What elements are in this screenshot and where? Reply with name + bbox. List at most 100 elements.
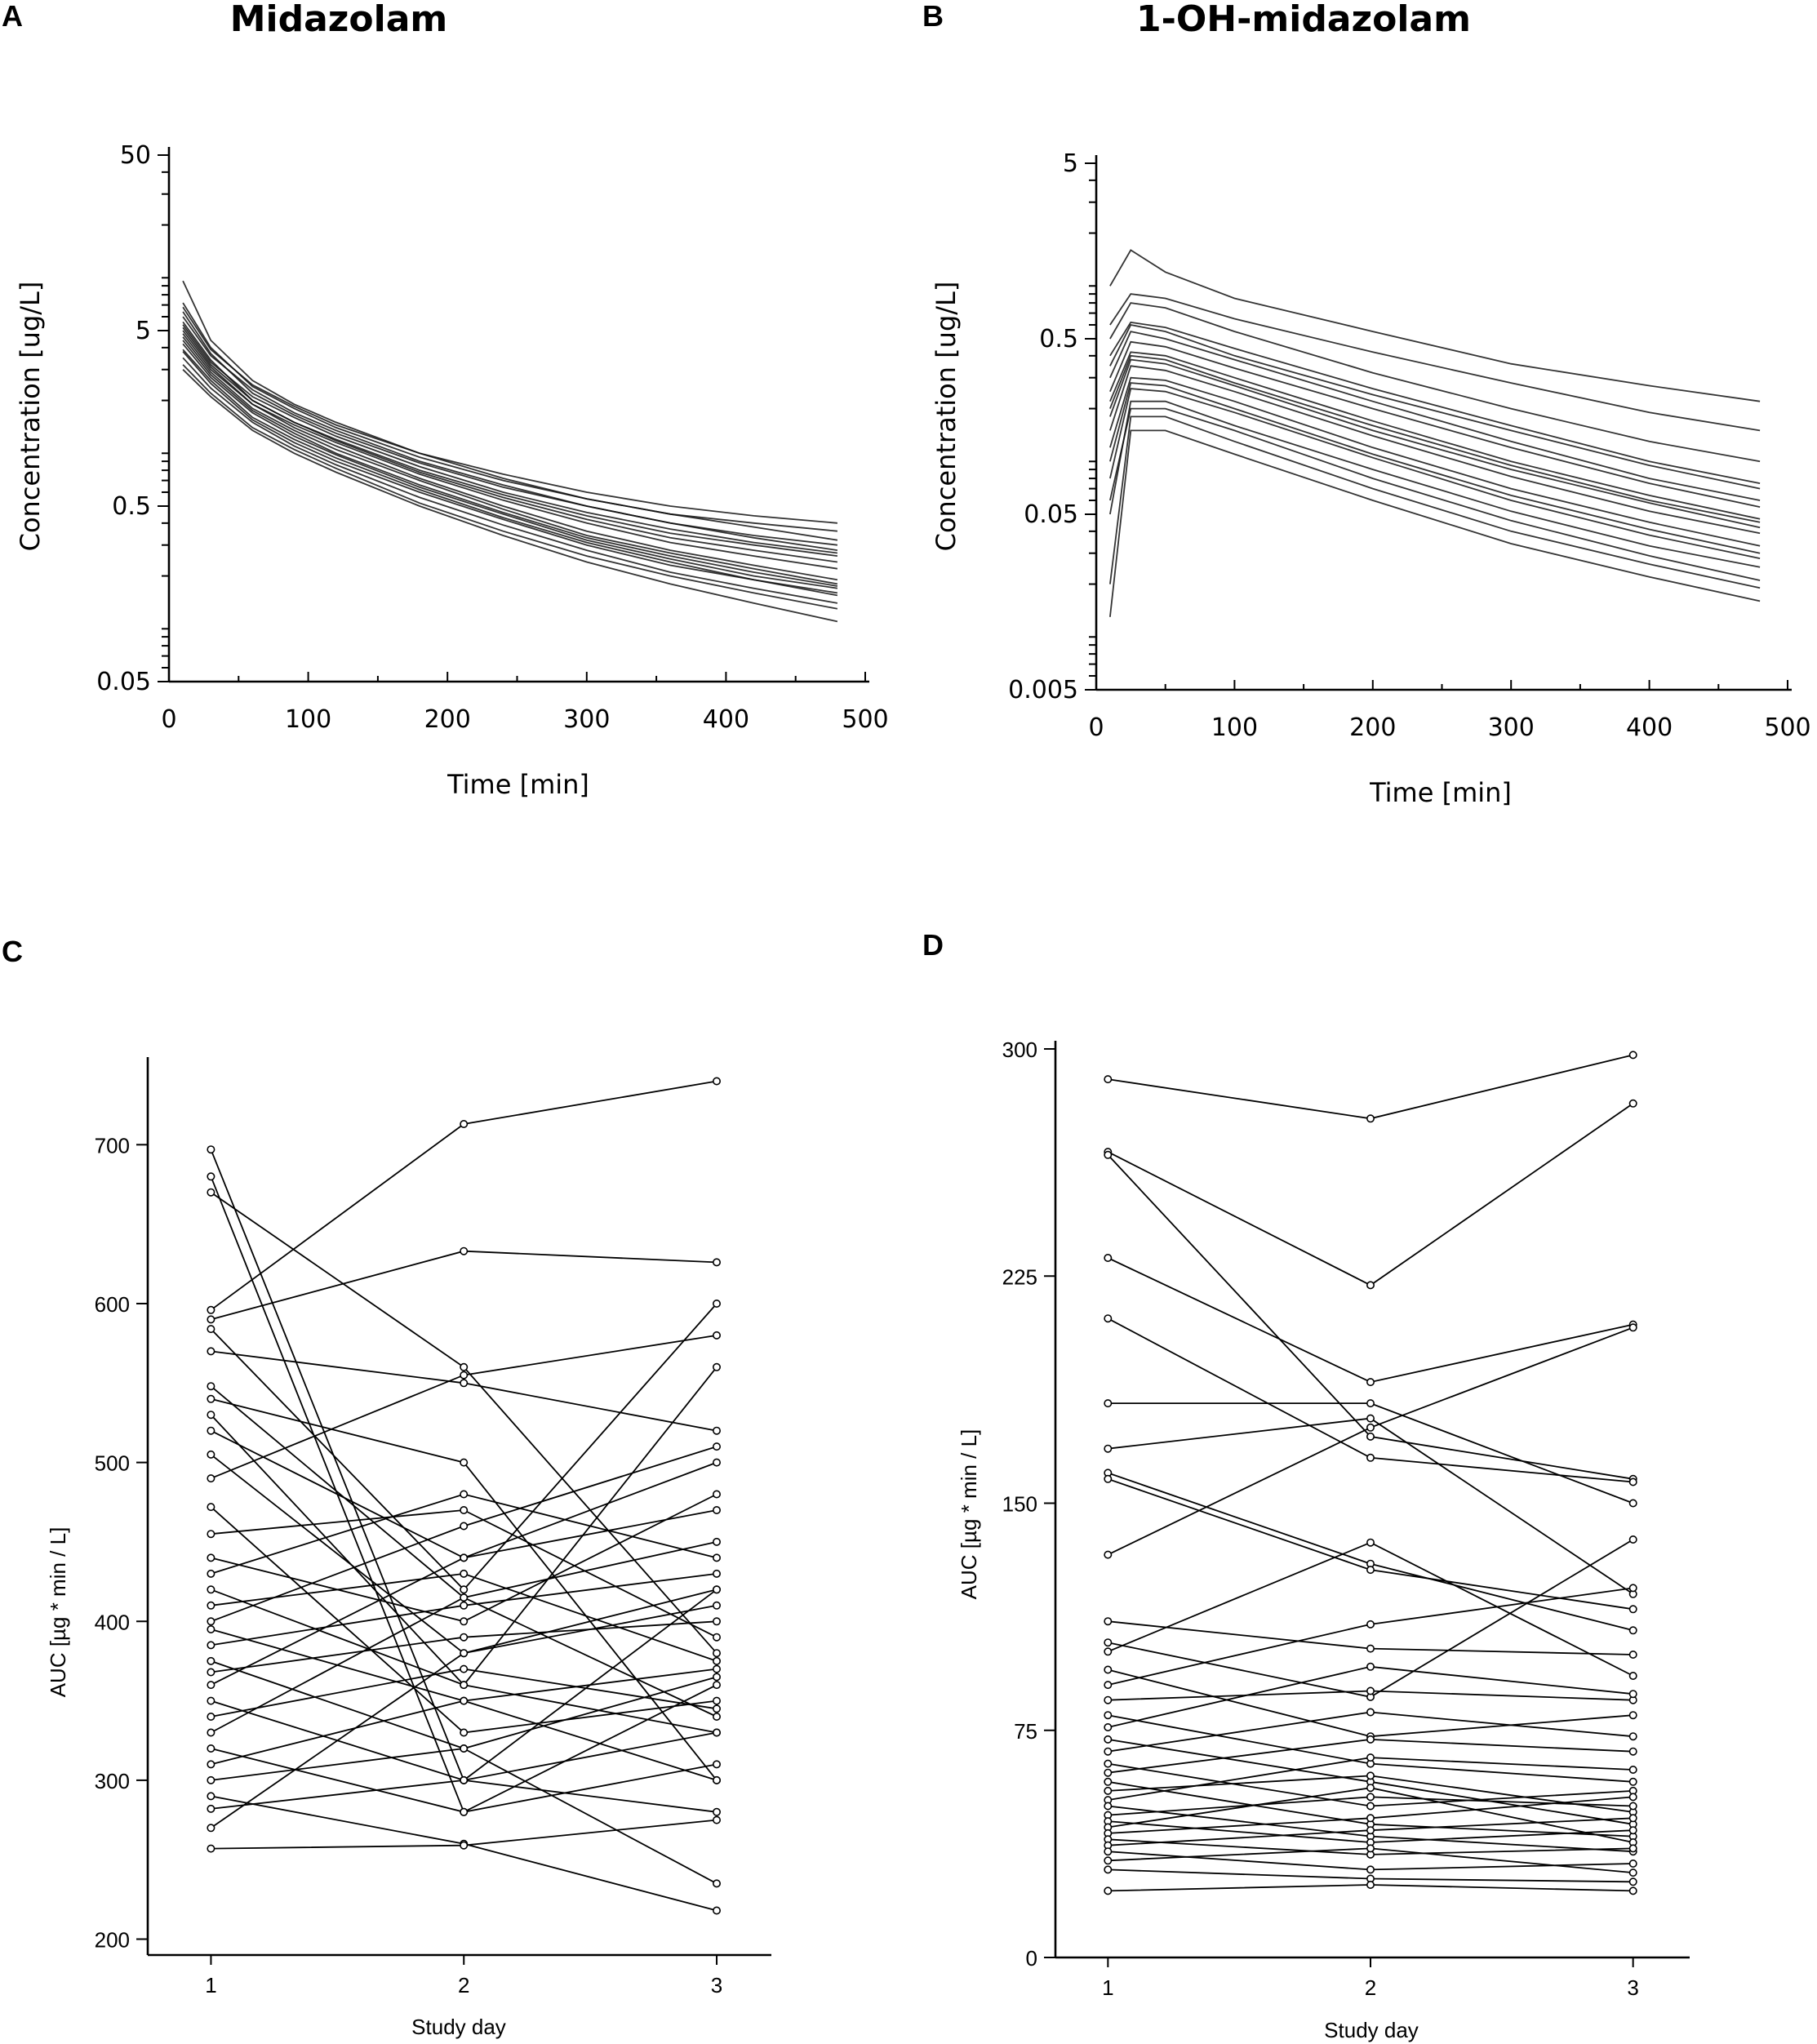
series-line-a-18 — [182, 327, 838, 563]
data-point-d-25-2 — [1366, 1753, 1375, 1762]
x-axis-label-b: Time [min] — [1369, 777, 1512, 808]
data-point-d-5-2 — [1366, 1453, 1375, 1462]
data-point-c-34-2 — [460, 1649, 469, 1658]
data-point-d-4-1 — [1104, 1254, 1113, 1263]
data-point-d-13-1 — [1104, 1647, 1113, 1656]
data-point-c-23-1 — [207, 1656, 215, 1665]
data-point-d-24-2 — [1366, 1771, 1375, 1780]
panel-d: D 0 75 150 225 300 1 2 3 Study day AUC [µg * mi… — [922, 928, 1690, 2042]
series-line-b-4 — [1109, 354, 1761, 523]
data-point-d-4-2 — [1366, 1378, 1375, 1387]
series-line-d-1 — [1108, 1054, 1633, 1120]
data-point-d-19-1 — [1104, 1735, 1113, 1744]
data-point-d-17-3 — [1628, 1777, 1637, 1786]
series-line-a-2 — [182, 321, 838, 557]
data-point-c-9-2 — [460, 1458, 469, 1467]
x-tick-label-a-2: 100 — [285, 705, 331, 734]
data-point-c-13-3 — [712, 1331, 721, 1340]
data-point-d-29-2 — [1366, 1784, 1375, 1793]
data-point-d-10-2 — [1366, 1423, 1375, 1432]
data-point-d-34-2 — [1366, 1844, 1375, 1853]
data-point-c-13-1 — [207, 1474, 215, 1483]
data-point-c-10-3 — [712, 1362, 721, 1371]
y-tick-label-a-2: 0.5 — [112, 492, 151, 521]
series-line-a-15 — [182, 340, 838, 587]
data-point-c-31-3 — [712, 1879, 721, 1888]
series-line-a-6 — [182, 311, 838, 546]
data-point-c-23-3 — [712, 1673, 721, 1682]
x-tick-label-b-6: 500 — [1764, 713, 1810, 742]
panel-title-b: 1-OH-midazolam — [1136, 0, 1471, 40]
data-point-c-31-2 — [460, 1744, 469, 1753]
data-point-d-14-3 — [1628, 1711, 1637, 1720]
data-point-d-14-1 — [1104, 1665, 1113, 1674]
y-axis-label-d: AUC [µg * min / L] — [957, 1429, 981, 1600]
data-point-d-20-3 — [1628, 1732, 1637, 1741]
data-point-c-5-2 — [460, 1246, 469, 1255]
data-point-d-6-2 — [1366, 1399, 1375, 1408]
data-point-c-20-3 — [712, 1442, 721, 1451]
data-point-d-33-1 — [1104, 1847, 1113, 1856]
y-tick-label-b-2: 0.05 — [1024, 500, 1078, 529]
y-tick-label-c-3: 400 — [95, 1610, 130, 1634]
data-point-d-22-2 — [1366, 1735, 1375, 1744]
x-tick-label-b-2: 100 — [1211, 713, 1258, 742]
data-point-c-3-3 — [712, 1649, 721, 1658]
data-point-d-27-3 — [1628, 1802, 1637, 1811]
data-point-c-30-1 — [207, 1760, 215, 1769]
series-group-d — [1104, 1051, 1637, 1895]
data-point-d-11-3 — [1628, 1651, 1637, 1660]
data-point-c-29-3 — [712, 1760, 721, 1769]
data-point-d-18-2 — [1366, 1662, 1375, 1671]
data-point-d-10-3 — [1628, 1323, 1637, 1332]
y-tick-label-c-1: 200 — [95, 1928, 130, 1953]
series-line-b-6 — [1109, 400, 1761, 568]
data-point-d-13-3 — [1628, 1672, 1637, 1681]
data-point-d-22-1 — [1104, 1768, 1113, 1777]
axes-c: 200 300 400 500 600 700 1 2 3 — [95, 1057, 771, 1997]
data-point-c-24-3 — [712, 1617, 721, 1626]
y-tick-label-b-1: 0.005 — [1008, 676, 1078, 704]
data-point-c-24-2 — [460, 1633, 469, 1642]
data-point-c-24-1 — [207, 1668, 215, 1677]
data-point-c-22-3 — [712, 1569, 721, 1578]
data-point-c-16-2 — [460, 1617, 469, 1626]
data-point-d-13-2 — [1366, 1538, 1375, 1547]
series-line-d-2 — [1107, 1103, 1634, 1286]
data-point-d-3-2 — [1366, 1432, 1375, 1441]
data-point-c-31-1 — [207, 1775, 215, 1784]
data-point-d-18-1 — [1104, 1723, 1113, 1732]
y-tick-label-a-3: 5 — [135, 317, 151, 345]
data-point-c-1-1 — [207, 1145, 215, 1154]
data-point-c-5-1 — [207, 1315, 215, 1324]
data-point-c-15-3 — [712, 1633, 721, 1642]
data-point-c-6-1 — [207, 1325, 215, 1334]
data-point-d-1-2 — [1366, 1114, 1375, 1123]
data-point-c-33-1 — [207, 1804, 215, 1813]
data-point-d-36-2 — [1366, 1881, 1375, 1890]
panel-label-a: A — [2, 0, 23, 33]
y-tick-label-a-4: 50 — [120, 141, 151, 170]
y-tick-label-d-4: 225 — [1002, 1264, 1037, 1289]
series-line-b-8 — [1109, 365, 1761, 535]
data-point-c-21-3 — [712, 1775, 721, 1784]
data-point-c-12-3 — [712, 1601, 721, 1610]
data-point-c-4-1 — [207, 1305, 215, 1314]
series-line-b-5 — [1109, 376, 1761, 547]
data-point-d-35-3 — [1628, 1877, 1637, 1886]
series-line-c-3 — [210, 1191, 717, 1654]
y-tick-label-a-1: 0.05 — [96, 668, 151, 696]
data-point-d-18-3 — [1628, 1690, 1637, 1699]
data-point-c-20-2 — [460, 1522, 469, 1531]
y-axis-label-b: Concentration [ug/L] — [931, 282, 962, 552]
data-point-d-7-2 — [1366, 1414, 1375, 1423]
data-point-d-23-1 — [1104, 1777, 1113, 1786]
series-group-b — [1109, 249, 1761, 617]
data-point-d-17-1 — [1104, 1711, 1113, 1720]
panel-b: B 1-OH-midazolam 0.005 0.05 0.5 5 0 100 200 300… — [922, 0, 1811, 808]
data-point-d-21-2 — [1366, 1802, 1375, 1811]
series-line-a-8 — [182, 343, 838, 589]
data-point-d-2-2 — [1366, 1281, 1375, 1290]
